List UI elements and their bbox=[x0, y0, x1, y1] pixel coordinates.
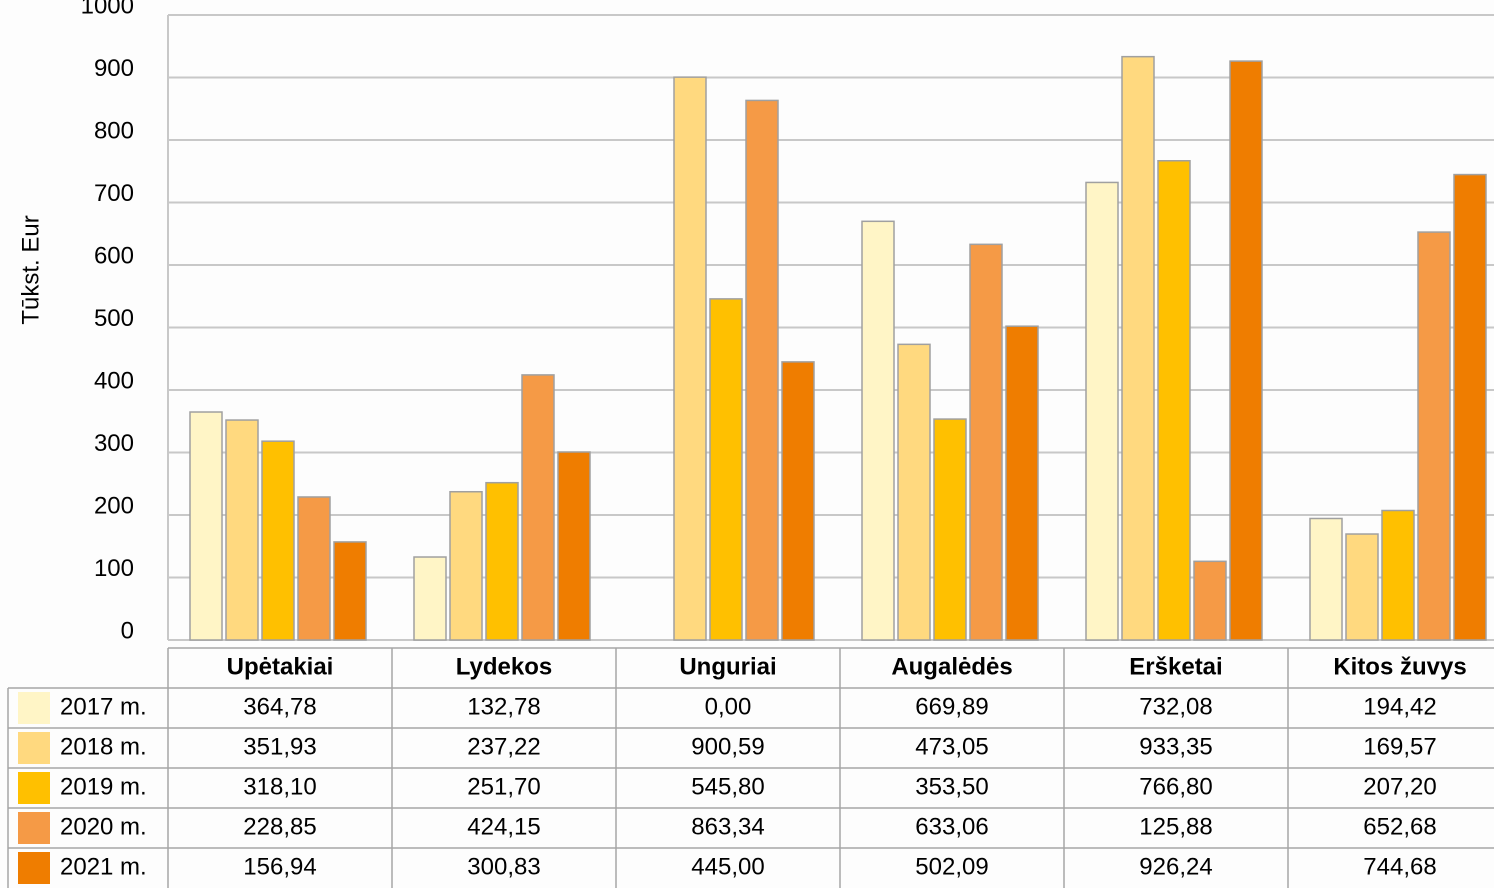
bar bbox=[333, 541, 367, 641]
table-cell: 237,22 bbox=[467, 733, 540, 760]
table-cell: 194,42 bbox=[1363, 693, 1436, 720]
bar bbox=[225, 419, 259, 641]
table-cell: 228,85 bbox=[243, 813, 316, 840]
table-cell: 744,68 bbox=[1363, 853, 1436, 880]
y-tick-label: 300 bbox=[94, 430, 134, 457]
column-header: Eršketai bbox=[1129, 653, 1222, 680]
table-cell: 633,06 bbox=[915, 813, 988, 840]
y-tick-label: 0 bbox=[121, 617, 134, 644]
table-cell: 169,57 bbox=[1363, 733, 1436, 760]
legend-label: 2018 m. bbox=[60, 733, 147, 760]
bar bbox=[1193, 560, 1227, 641]
bar bbox=[261, 440, 295, 641]
table-cell: 207,20 bbox=[1363, 773, 1436, 800]
legend-swatch bbox=[18, 852, 50, 884]
legend-label: 2021 m. bbox=[60, 853, 147, 880]
table-cell: 545,80 bbox=[691, 773, 764, 800]
y-tick-label: 700 bbox=[94, 180, 134, 207]
bar bbox=[1381, 509, 1415, 641]
bar bbox=[1085, 181, 1119, 641]
bar bbox=[1345, 533, 1379, 641]
legend-label: 2017 m. bbox=[60, 693, 147, 720]
table-cell: 156,94 bbox=[243, 853, 316, 880]
table-cell: 300,83 bbox=[467, 853, 540, 880]
table-cell: 732,08 bbox=[1139, 693, 1212, 720]
y-tick-label: 900 bbox=[94, 55, 134, 82]
bar bbox=[1229, 60, 1263, 641]
y-tick-label: 200 bbox=[94, 492, 134, 519]
column-header: Augalėdės bbox=[891, 653, 1012, 680]
bar bbox=[1417, 231, 1451, 641]
bar bbox=[1309, 517, 1343, 641]
bar bbox=[557, 451, 591, 641]
bar bbox=[485, 481, 519, 641]
table-cell: 351,93 bbox=[243, 733, 316, 760]
table-cell: 364,78 bbox=[243, 693, 316, 720]
legend-label: 2019 m. bbox=[60, 773, 147, 800]
legend-swatch bbox=[18, 732, 50, 764]
y-tick-label: 1000 bbox=[81, 0, 134, 19]
table-cell: 353,50 bbox=[915, 773, 988, 800]
table-cell: 125,88 bbox=[1139, 813, 1212, 840]
table-cell: 424,15 bbox=[467, 813, 540, 840]
table-cell: 473,05 bbox=[915, 733, 988, 760]
y-tick-label: 500 bbox=[94, 305, 134, 332]
bar bbox=[781, 361, 815, 641]
bar bbox=[1157, 160, 1191, 641]
bar bbox=[1453, 173, 1487, 641]
bar bbox=[189, 411, 223, 641]
table-cell: 0,00 bbox=[705, 693, 752, 720]
table-cell: 900,59 bbox=[691, 733, 764, 760]
table-cell: 766,80 bbox=[1139, 773, 1212, 800]
table-cell: 652,68 bbox=[1363, 813, 1436, 840]
legend-swatch bbox=[18, 812, 50, 844]
bar bbox=[709, 298, 743, 641]
y-tick-label: 400 bbox=[94, 367, 134, 394]
table-cell: 863,34 bbox=[691, 813, 764, 840]
table-cell: 318,10 bbox=[243, 773, 316, 800]
column-header: Kitos žuvys bbox=[1333, 653, 1466, 680]
bar bbox=[861, 220, 895, 641]
bar bbox=[897, 343, 931, 641]
bar bbox=[933, 418, 967, 641]
bar bbox=[1005, 325, 1039, 641]
table-cell: 502,09 bbox=[915, 853, 988, 880]
y-tick-label: 800 bbox=[94, 117, 134, 144]
bar bbox=[413, 556, 447, 641]
column-header: Upėtakiai bbox=[227, 653, 334, 680]
bar bbox=[1121, 55, 1155, 641]
table-cell: 251,70 bbox=[467, 773, 540, 800]
column-header: Lydekos bbox=[456, 653, 552, 680]
table-cell: 445,00 bbox=[691, 853, 764, 880]
legend-swatch bbox=[18, 772, 50, 804]
table-cell: 669,89 bbox=[915, 693, 988, 720]
legend-label: 2020 m. bbox=[60, 813, 147, 840]
bar bbox=[521, 374, 555, 641]
y-tick-label: 100 bbox=[94, 555, 134, 582]
table-cell: 926,24 bbox=[1139, 853, 1212, 880]
bar bbox=[745, 99, 779, 641]
table-cell: 933,35 bbox=[1139, 733, 1212, 760]
y-tick-label: 600 bbox=[94, 242, 134, 269]
bar bbox=[673, 76, 707, 641]
column-header: Unguriai bbox=[679, 653, 776, 680]
legend-swatch bbox=[18, 692, 50, 724]
bar bbox=[297, 496, 331, 641]
table-cell: 132,78 bbox=[467, 693, 540, 720]
y-axis-title: Tūkst. Eur bbox=[17, 215, 44, 324]
bar bbox=[969, 243, 1003, 641]
bar bbox=[449, 490, 483, 641]
